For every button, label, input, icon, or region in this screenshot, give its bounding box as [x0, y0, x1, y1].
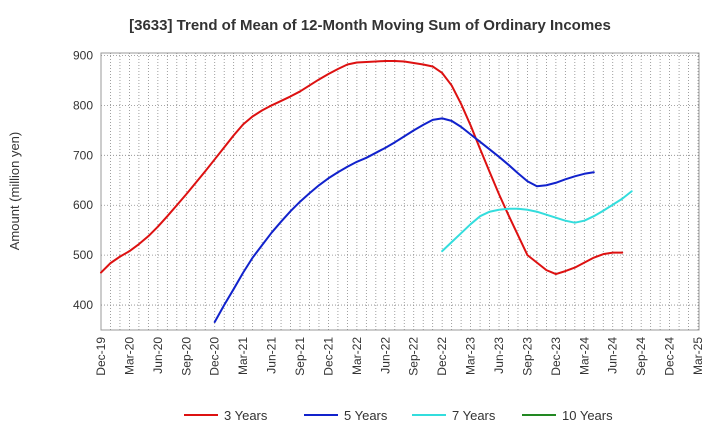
- x-tick-label-4: Dec-20: [208, 337, 222, 376]
- x-tick-label-18: Jun-24: [606, 337, 620, 374]
- y-tick-label-4: 800: [73, 98, 93, 112]
- x-tick-label-9: Mar-22: [350, 337, 364, 375]
- x-tick-label-16: Dec-23: [549, 337, 563, 376]
- y-tick-label-0: 400: [73, 298, 93, 312]
- chart-title: [3633] Trend of Mean of 12-Month Moving …: [129, 17, 611, 34]
- x-axis-ticks: Dec-19 Mar-20 Jun-20 Sep-20 Dec-20 Mar-21 Jun-…: [94, 337, 705, 376]
- x-tick-label-12: Dec-22: [435, 337, 449, 376]
- gridlines: [101, 53, 699, 330]
- x-tick-label-3: Sep-20: [179, 337, 193, 376]
- legend: 3 Years 5 Years 7 Years 10 Years: [184, 408, 613, 423]
- x-tick-label-21: Mar-25: [691, 337, 705, 375]
- y-tick-label-1: 500: [73, 248, 93, 262]
- x-tick-label-11: Sep-22: [407, 337, 421, 376]
- y-axis-label: Amount (million yen): [7, 132, 22, 251]
- x-tick-label-2: Jun-20: [151, 337, 165, 374]
- series-line-0: [100, 59, 624, 276]
- x-tick-label-5: Mar-21: [236, 337, 250, 375]
- y-tick-label-3: 700: [73, 148, 93, 162]
- legend-label-2: 7 Years: [452, 408, 496, 423]
- y-tick-label-2: 600: [73, 198, 93, 212]
- x-tick-label-19: Sep-24: [634, 337, 648, 376]
- legend-label-3: 10 Years: [562, 408, 613, 423]
- x-tick-label-20: Dec-24: [663, 337, 677, 376]
- x-tick-label-15: Sep-23: [520, 337, 534, 376]
- x-tick-label-7: Sep-21: [293, 337, 307, 376]
- x-tick-label-14: Jun-23: [492, 337, 506, 374]
- x-tick-label-8: Dec-21: [321, 337, 335, 376]
- series-lines: [100, 59, 633, 324]
- x-tick-label-10: Jun-22: [378, 337, 392, 374]
- y-tick-label-5: 900: [73, 49, 93, 63]
- plot-area: [100, 52, 700, 331]
- x-tick-label-0: Dec-19: [94, 337, 108, 376]
- series-line-1: [213, 117, 595, 324]
- y-axis-ticks: 400 500 600 700 800 900: [73, 49, 93, 313]
- x-tick-label-1: Mar-20: [122, 337, 136, 375]
- legend-label-1: 5 Years: [344, 408, 388, 423]
- x-tick-label-17: Mar-24: [577, 337, 591, 375]
- legend-label-0: 3 Years: [224, 408, 268, 423]
- x-tick-label-13: Mar-23: [464, 337, 478, 375]
- x-tick-label-6: Jun-21: [265, 337, 279, 374]
- series-line-2: [441, 190, 633, 253]
